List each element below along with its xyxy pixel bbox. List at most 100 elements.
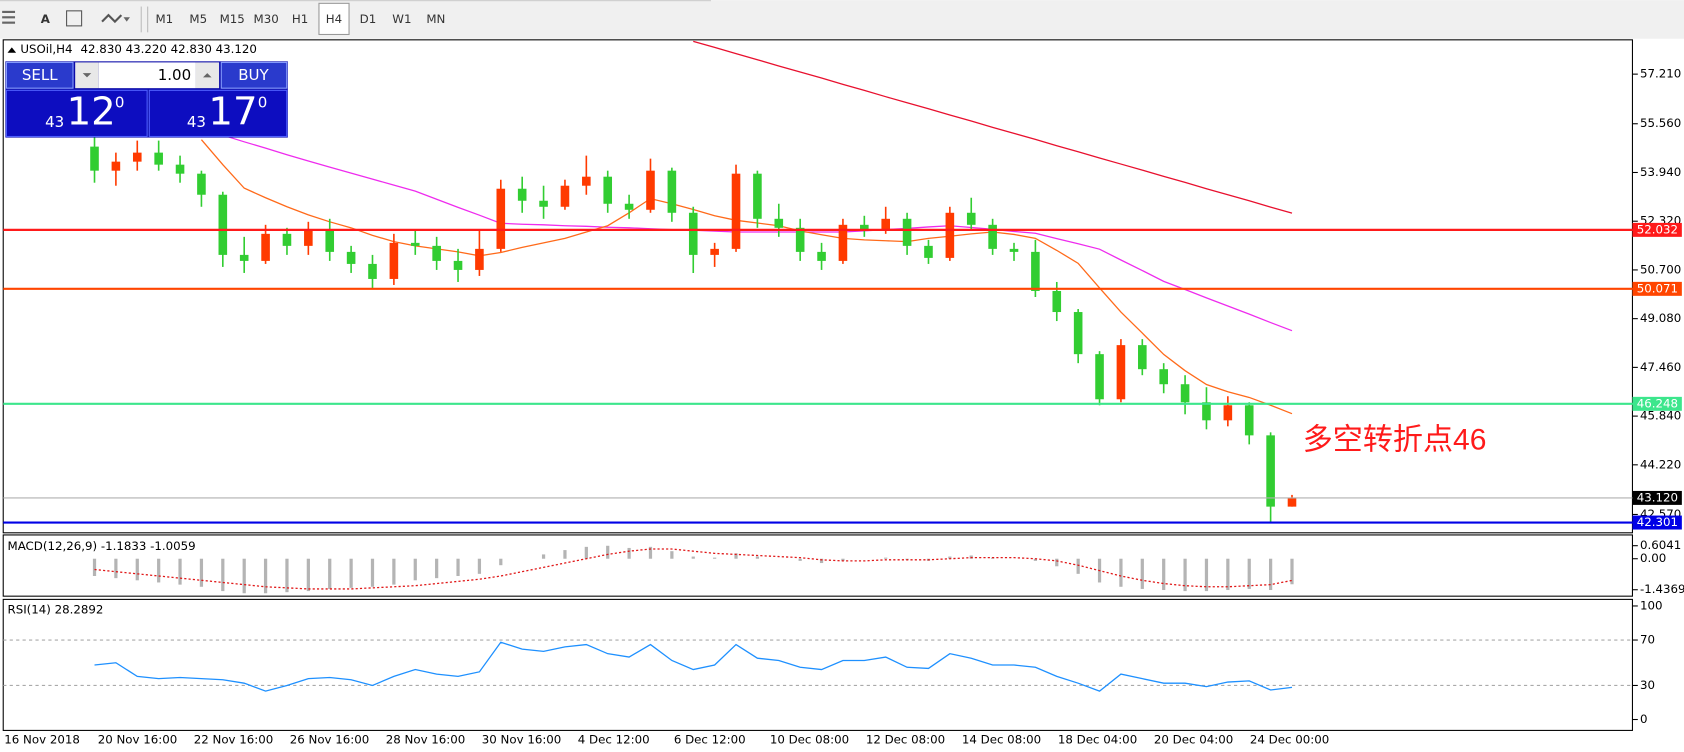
icon-shapes[interactable] — [101, 13, 123, 24]
candle-body — [1052, 290, 1062, 313]
buy-label: BUY — [238, 66, 269, 84]
timeframe-button[interactable]: H1 — [292, 12, 308, 26]
moving-average — [693, 40, 1293, 214]
macd-panel — [2, 534, 1633, 597]
x-tick-label: 18 Dec 04:00 — [1058, 733, 1137, 747]
candle-body — [1266, 435, 1275, 507]
candle-body — [774, 218, 784, 228]
candle-body — [817, 251, 826, 261]
candle-body — [517, 188, 527, 201]
moving-average — [201, 128, 1293, 332]
candle-body — [475, 248, 484, 270]
macd-bar — [734, 553, 738, 559]
macd-bar — [242, 558, 246, 594]
candle-body — [945, 212, 955, 258]
arrow — [82, 73, 92, 78]
macd-bar — [263, 558, 268, 594]
y-tick-label: -1.4369 — [1640, 582, 1684, 596]
timeframe-button[interactable]: D1 — [360, 12, 377, 26]
separator — [140, 6, 142, 33]
macd-bar — [584, 546, 588, 559]
macd-bar — [1290, 558, 1294, 585]
buy-price-box[interactable] — [148, 89, 288, 138]
timeframe-button[interactable]: M1 — [155, 12, 173, 26]
candle-body — [368, 263, 377, 279]
toolbar-icons — [2, 6, 149, 33]
macd-bar — [541, 554, 546, 559]
rsi-panel — [2, 598, 1633, 731]
candle-body — [154, 152, 163, 165]
sell-price-box[interactable] — [5, 89, 148, 138]
candle-body — [304, 230, 313, 246]
y-tick-label: 30 — [1640, 678, 1655, 692]
macd-bar — [819, 558, 824, 564]
symbol: USOil,H4 — [20, 42, 72, 56]
candle-body — [132, 152, 142, 162]
macd-bar — [563, 550, 567, 559]
y-tick-label: 45.840 — [1640, 409, 1681, 423]
macd-signal — [94, 548, 1293, 590]
macd-bar — [328, 558, 332, 589]
toolbar — [0, 0, 1684, 39]
icon-dropdown[interactable] — [123, 17, 130, 22]
price-label: 42.301 — [1637, 515, 1678, 529]
x-tick-label: 30 Nov 16:00 — [482, 733, 562, 747]
x-tick-label: 20 Nov 16:00 — [98, 733, 178, 747]
arrow — [202, 73, 212, 78]
x-tick-label: 22 Nov 16:00 — [194, 733, 274, 747]
macd-bar — [648, 546, 653, 559]
icon-font[interactable]: A — [41, 12, 51, 26]
y-tick-label: 0 — [1640, 712, 1648, 726]
trade-panel: SELL 1.00 BUY 43 12 0 43 17 0 — [5, 61, 288, 138]
candle-body — [1223, 405, 1233, 421]
timeframe-button[interactable]: H4 — [326, 12, 342, 26]
candle-body — [1116, 345, 1126, 400]
volume-field[interactable] — [98, 62, 196, 89]
separator — [147, 6, 149, 33]
candle-body — [1095, 354, 1104, 400]
macd-bar — [178, 558, 182, 585]
x-tick-label: 24 Dec 00:00 — [1250, 733, 1329, 747]
timeframe-button[interactable]: MN — [426, 12, 445, 26]
candle-body — [432, 245, 441, 261]
timeframe-button[interactable]: M5 — [189, 12, 207, 26]
buy-button[interactable] — [220, 61, 288, 89]
icon-text[interactable] — [66, 10, 83, 27]
toolbar-edge — [0, 0, 711, 2]
sell-button[interactable] — [5, 61, 74, 89]
candle-body — [988, 224, 997, 249]
y-tick-label: 55.560 — [1640, 116, 1681, 130]
candle-body — [218, 194, 228, 255]
macd-bar — [1247, 558, 1251, 589]
sell-price-big: 43 — [45, 113, 64, 131]
candle-body — [924, 245, 933, 258]
candle-body — [966, 212, 976, 225]
macd-bar — [841, 558, 845, 561]
macd-bar — [948, 556, 952, 559]
macd-bar — [713, 557, 717, 559]
x-tick-label: 28 Nov 16:00 — [386, 733, 466, 747]
volume: 1.00 — [158, 66, 191, 84]
candle-body — [624, 203, 634, 210]
macd-bar — [1033, 558, 1038, 561]
rsi-label: RSI(14) 28.2892 — [8, 603, 104, 617]
x-tick-label: 12 Dec 08:00 — [866, 733, 945, 747]
macd-bar — [92, 558, 97, 576]
macd-bar — [670, 551, 674, 559]
candle-body — [1138, 345, 1147, 370]
timeframe-button[interactable]: W1 — [392, 12, 411, 26]
price-label: 50.071 — [1637, 281, 1678, 295]
icon — [2, 21, 16, 24]
macd-bar — [1226, 558, 1230, 591]
candle-body — [261, 233, 270, 261]
macd-bar — [627, 547, 631, 559]
y-tick-label: 49.080 — [1640, 311, 1681, 325]
macd-bar — [1204, 558, 1209, 592]
collapse-icon[interactable] — [7, 47, 17, 53]
price-label-bg — [1632, 222, 1682, 237]
timeframe-button[interactable]: M15 — [220, 12, 245, 26]
candle-body — [1159, 369, 1168, 385]
candle-body — [389, 242, 399, 279]
candle-body — [603, 176, 613, 204]
timeframe-button[interactable]: M30 — [254, 12, 279, 26]
